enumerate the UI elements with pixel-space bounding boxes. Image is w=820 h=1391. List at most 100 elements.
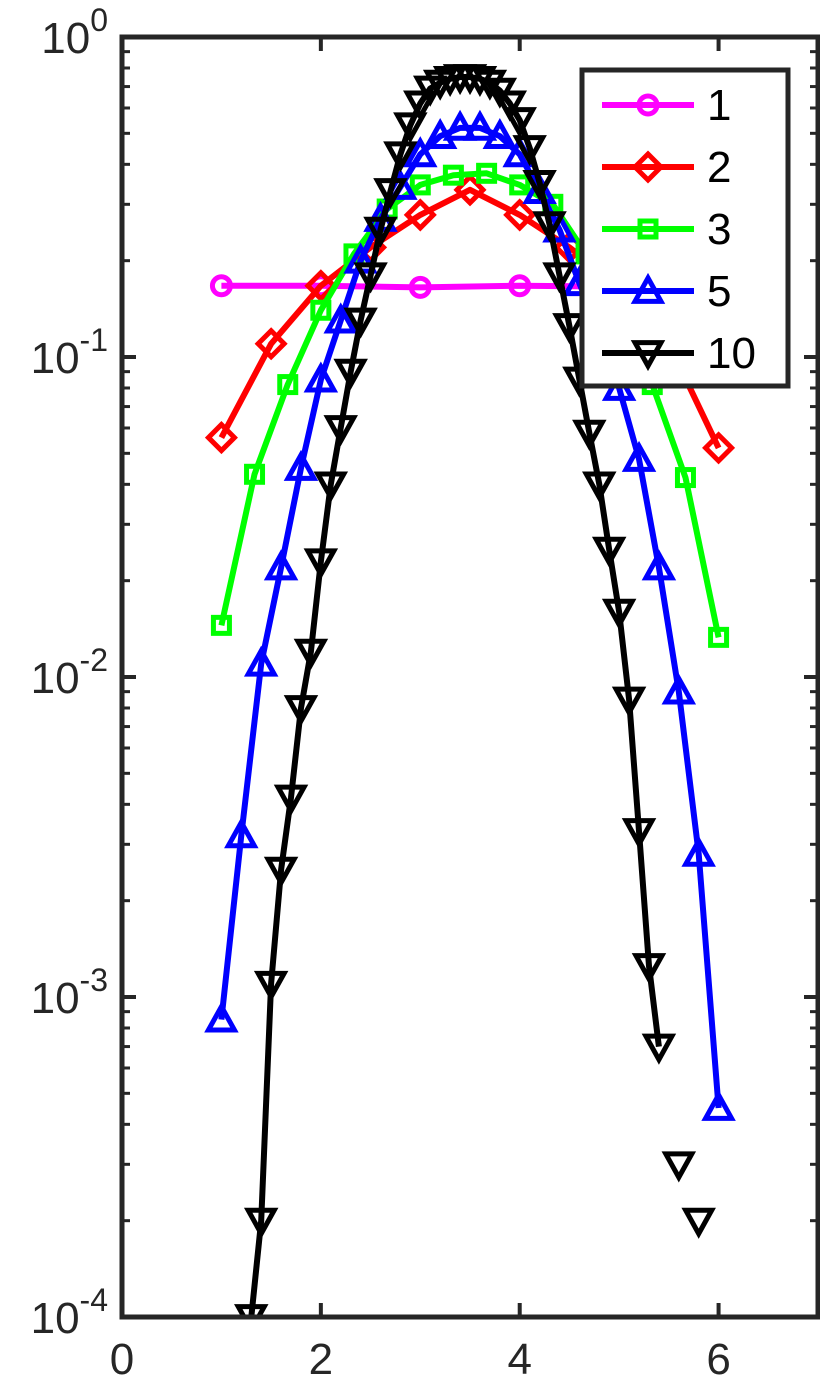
data-point — [601, 598, 637, 630]
series-5 — [204, 109, 736, 1121]
data-point — [283, 449, 319, 481]
y-tick-label-text: 10-2 — [31, 642, 108, 703]
data-point — [408, 275, 432, 299]
legend-label: 2 — [707, 143, 731, 192]
x-tick-label: 0 — [110, 1335, 134, 1384]
data-point — [323, 415, 358, 447]
y-tick-label-text: 100 — [41, 2, 108, 63]
data-point — [701, 1089, 736, 1121]
data-point — [383, 141, 418, 173]
x-tick-label: 4 — [507, 1335, 531, 1384]
data-point — [552, 313, 587, 345]
data-point — [532, 211, 567, 243]
data-point — [492, 90, 528, 122]
y-tick-label: 100 — [41, 2, 108, 63]
data-point — [631, 953, 667, 985]
legend-label: 10 — [707, 329, 756, 378]
data-point — [253, 970, 289, 1002]
y-tick-label-text: 10-3 — [31, 962, 108, 1023]
data-point — [502, 107, 537, 139]
x-tick-labels: 0 2 4 6 — [110, 1335, 731, 1384]
data-point — [708, 626, 730, 648]
data-point — [442, 164, 464, 186]
data-point — [263, 549, 299, 581]
y-tick-label-text: 10-1 — [31, 322, 108, 383]
data-point — [393, 112, 428, 144]
data-point — [621, 440, 657, 472]
data-point — [674, 467, 696, 489]
data-point — [621, 818, 657, 850]
data-point — [476, 162, 498, 184]
axes-frame — [119, 34, 820, 1320]
y-tick-label: 10-1 — [31, 322, 108, 383]
data-point — [641, 1033, 677, 1065]
series-10 — [234, 64, 677, 1317]
data-point — [611, 686, 647, 718]
data-point — [591, 536, 627, 568]
data-point — [373, 178, 408, 210]
data-point — [309, 274, 333, 298]
data-point — [343, 307, 378, 339]
data-point — [224, 817, 259, 849]
data-point — [313, 471, 349, 503]
data-point — [403, 90, 438, 122]
y-tick-exponent: -4 — [80, 1282, 108, 1318]
y-tick-exponent: -2 — [80, 642, 108, 678]
y-tick-base: 10 — [31, 1294, 80, 1343]
data-point — [204, 421, 238, 455]
data-point — [304, 269, 338, 303]
data-point — [209, 274, 233, 298]
y-tick-exponent: 0 — [90, 2, 108, 38]
data-point — [403, 136, 438, 168]
data-point — [508, 274, 532, 298]
y-tick-label: 10-2 — [31, 642, 108, 703]
data-point — [512, 135, 547, 167]
data-point — [204, 1001, 239, 1033]
data-point — [582, 471, 617, 503]
legend-marker — [630, 272, 666, 304]
data-point — [323, 302, 358, 334]
data-point — [661, 1151, 697, 1183]
x-tick-label: 2 — [309, 1335, 333, 1384]
y-tick-base: 10 — [31, 974, 80, 1023]
legend-label: 3 — [707, 205, 731, 254]
data-point — [503, 198, 537, 232]
data-point — [333, 358, 368, 390]
data-point — [277, 374, 299, 396]
legend-marker — [637, 218, 659, 240]
legend-label: 5 — [707, 267, 731, 316]
data-point — [472, 69, 508, 101]
data-point — [681, 1207, 716, 1239]
data-point — [244, 463, 266, 485]
data-point — [403, 198, 437, 232]
data-point — [641, 549, 677, 581]
legend-label: 1 — [707, 81, 731, 130]
data-point — [210, 614, 232, 636]
data-point — [661, 673, 697, 705]
data-point — [273, 784, 309, 816]
data-point — [462, 109, 498, 141]
data-point — [572, 419, 607, 451]
legend-entry-1: 1 — [602, 81, 731, 130]
y-tick-base: 10 — [31, 654, 80, 703]
data-point — [243, 1207, 279, 1239]
data-point — [254, 327, 288, 361]
data-point — [283, 695, 319, 727]
data-point — [234, 1304, 269, 1317]
data-point — [409, 174, 431, 196]
y-tick-exponent: -3 — [80, 962, 108, 998]
legend-entry-10: 10 — [602, 329, 756, 378]
y-tick-base: 10 — [41, 14, 90, 63]
data-point — [482, 117, 518, 150]
data-point — [522, 172, 557, 204]
data-point — [702, 431, 736, 465]
data-point — [363, 216, 398, 248]
data-point — [442, 109, 478, 141]
x-tick-label: 6 — [706, 1335, 730, 1384]
data-point — [310, 299, 332, 321]
legend-marker — [630, 340, 666, 372]
y-tick-base: 10 — [31, 334, 80, 383]
data-point — [542, 262, 577, 294]
